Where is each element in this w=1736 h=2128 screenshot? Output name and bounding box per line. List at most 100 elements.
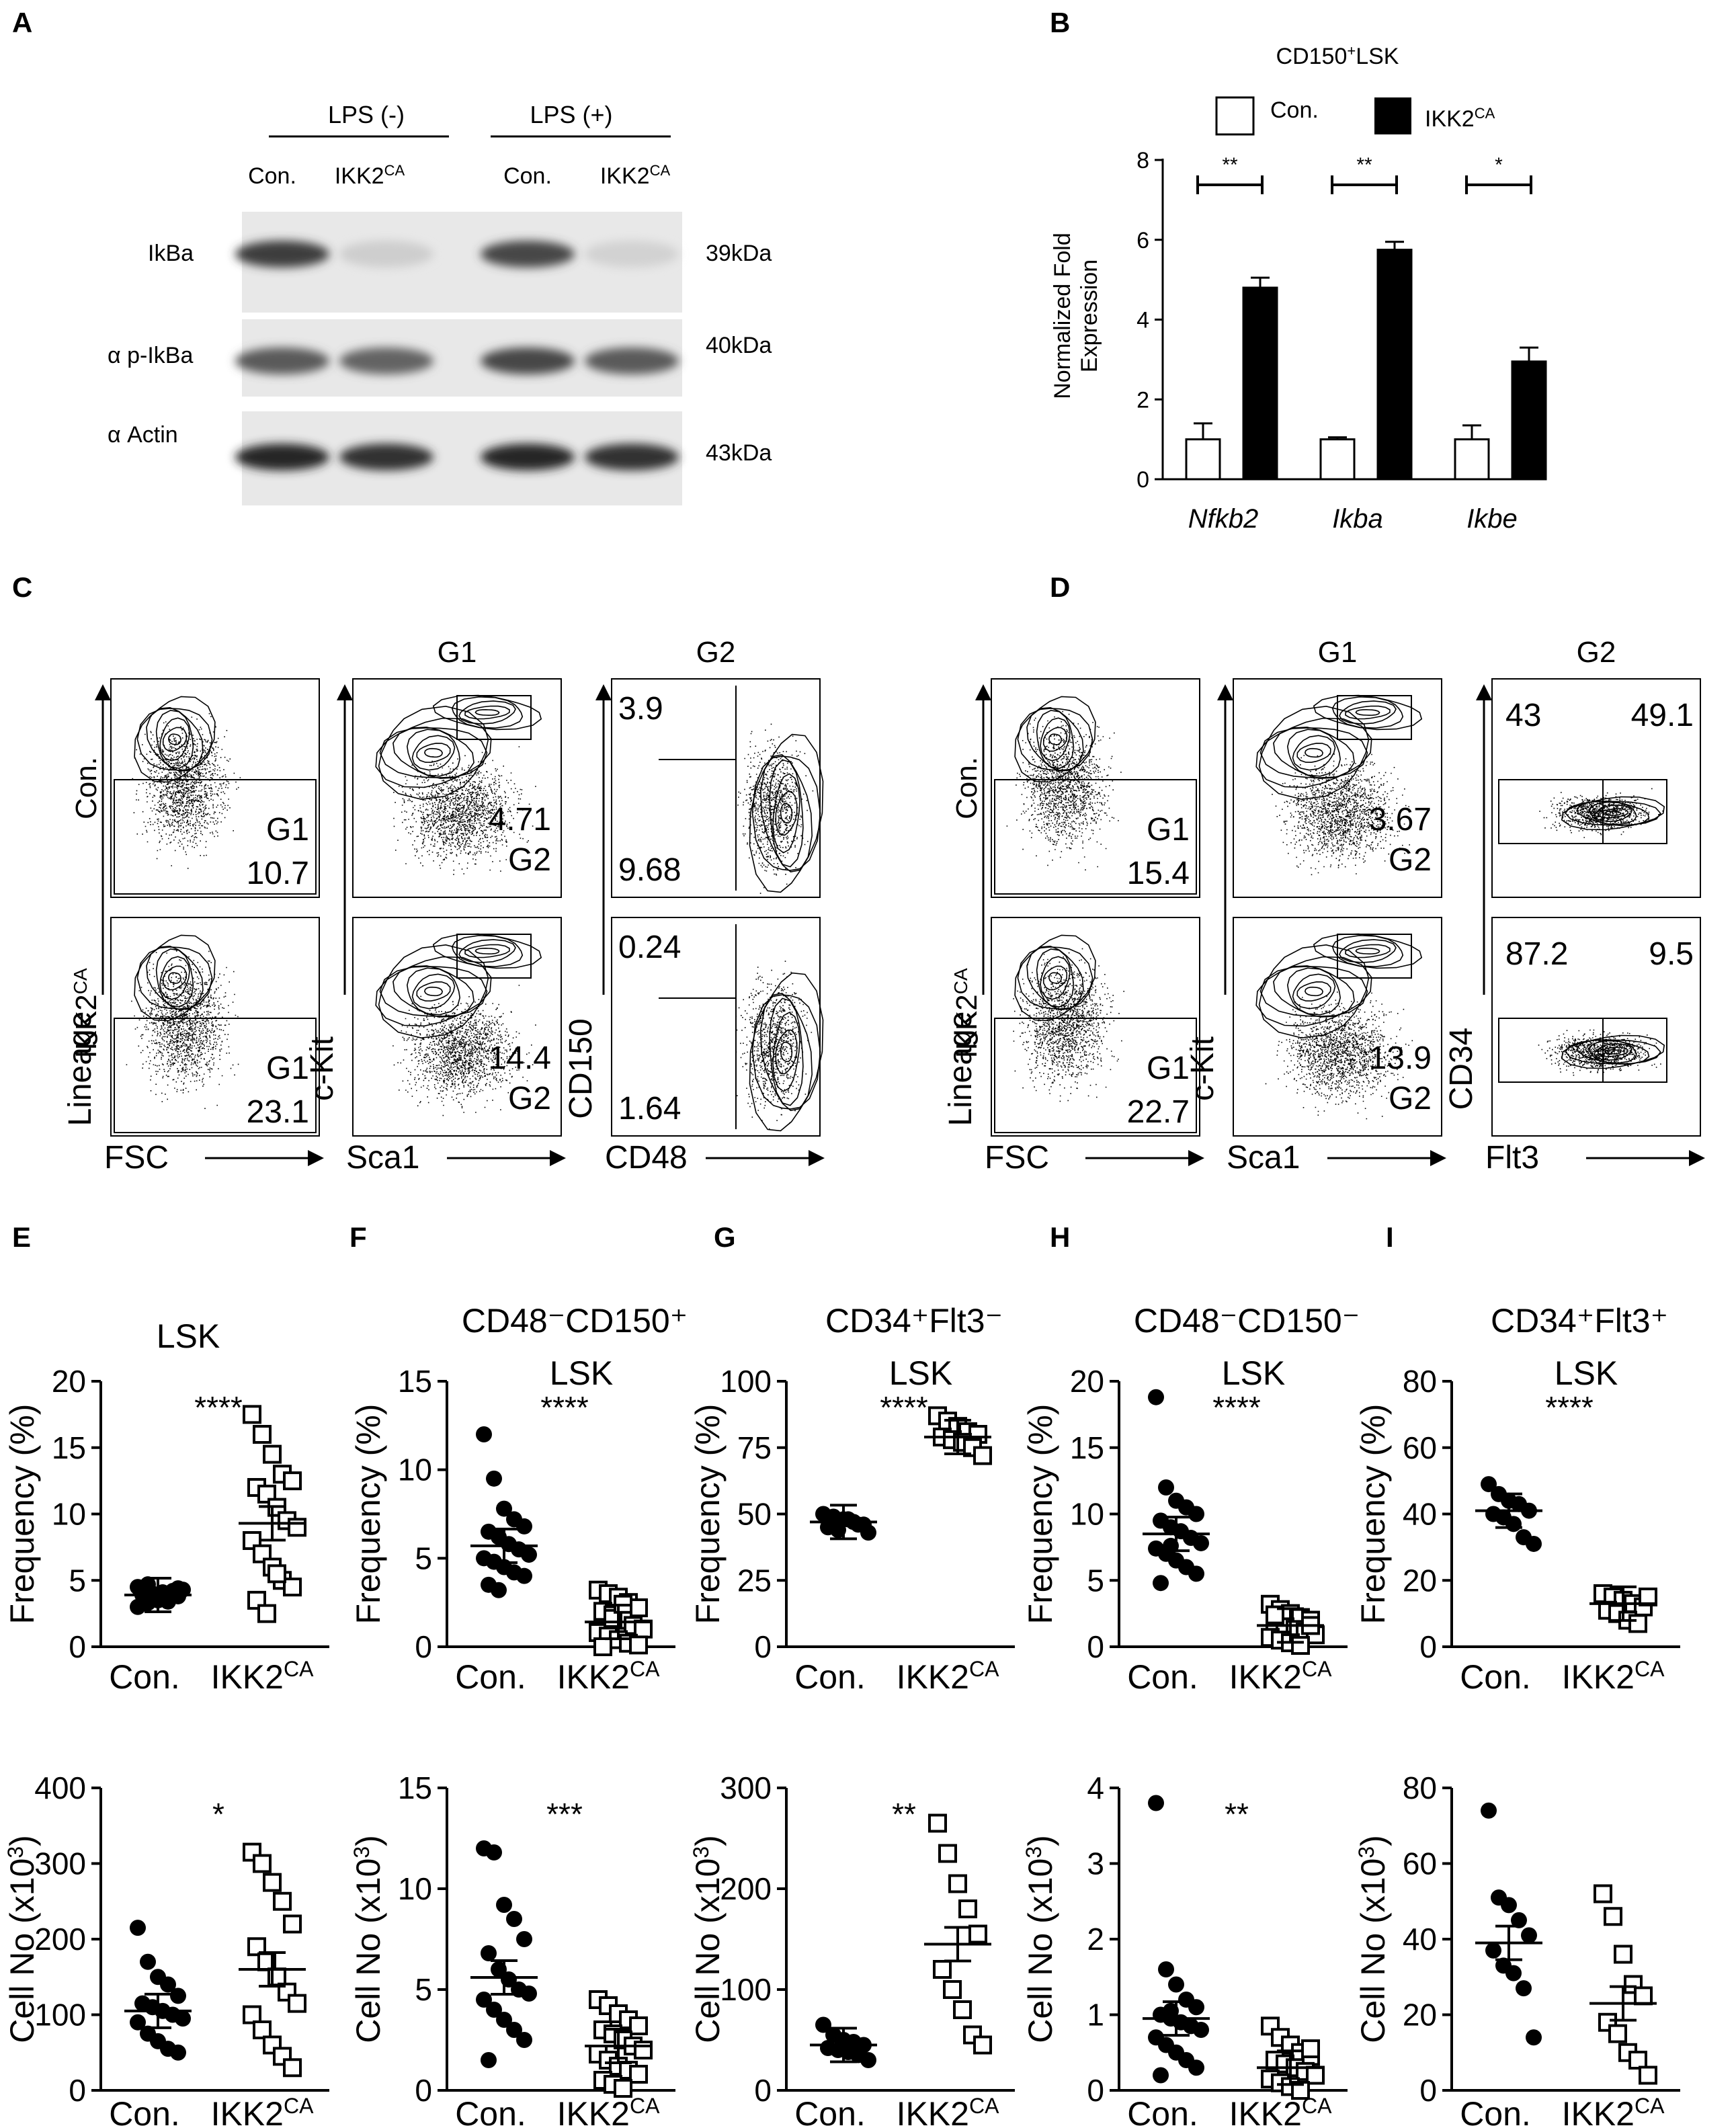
legend-label-ikk2: IKK2CA (1425, 105, 1495, 132)
dotplot-ytick-label: 5 (69, 1563, 86, 1598)
panel_c-xlabel-1: Sca1 (346, 1140, 419, 1176)
blot-band-r1-l2 (481, 347, 575, 374)
group-label-lps-minus: LPS (-) (328, 101, 405, 128)
dotplot-xlabel-ikk2: IKK2CA (897, 1657, 1000, 1696)
dotplot-xlabel-ikk2-sup: CA (1635, 1657, 1665, 1681)
dotplot-xlabel-ikk2-sup: CA (284, 1657, 314, 1681)
sig-marker: ** (1356, 154, 1372, 176)
dot-ikk2 (283, 2058, 302, 2078)
dot-con (170, 1988, 186, 2004)
dotplot-ylabel-text: Frequency (%) (349, 1404, 387, 1625)
dotplot-xlabel-ikk2: IKK2CA (211, 2094, 315, 2128)
blot-band-r0-l2 (481, 241, 575, 268)
panel-b-ylabel-1: Normalized Fold (1050, 233, 1075, 399)
panel_c-con-kit-contour (406, 729, 461, 777)
panel_c-ikk-kit-contour (375, 956, 492, 1027)
panel_d-ikk-kit-events (1265, 991, 1413, 1120)
dotplot-ylabel-text: Frequency (%) (1022, 1404, 1059, 1625)
panel_d-ikk-kit-contour (1258, 944, 1370, 1039)
lane-label-1: Con. (248, 163, 296, 189)
dotplot-ylabel-sup: 3 (1354, 1846, 1378, 1858)
panel_c-con-lin-contour (136, 708, 213, 771)
dot-ikk2 (257, 1604, 276, 1623)
panel_d-ikk-cd34-contour (1594, 1042, 1632, 1061)
panel_d-ikk-kit2-contour (1339, 939, 1397, 963)
dotplot-ytick-label: 75 (737, 1430, 772, 1465)
dot-con (1153, 1575, 1169, 1592)
dotplot-ylabel-main: Cell No (x10 (3, 1858, 41, 2043)
lane-label-4-sup: CA (650, 162, 671, 179)
panel_d-ikk-g1-name: G1 (1147, 1051, 1190, 1086)
dotplot-ylabel-sup: 3 (349, 1846, 374, 1858)
dotplot-E: LSK 0 5 10 15 20 Frequency (%) Con. IKK2CA **** (3, 1317, 329, 1696)
panel_d-row-label-ikk2-sup: CA (950, 968, 971, 994)
panel_c-ikk-cd150-contour (749, 972, 824, 1132)
dotplot-ylabel-tail: ) (1354, 1835, 1392, 1846)
panel_d-xlabel-2: Flt3 (1485, 1140, 1539, 1176)
dotplot-significance: **** (880, 1390, 928, 1425)
dot-con (486, 1470, 502, 1487)
dotplot-ylabel: Frequency (%) (1354, 1404, 1392, 1625)
dot-con (170, 1580, 186, 1597)
panel_c-con-kit-contour (379, 727, 488, 778)
dotplot-title-1: CD48⁻CD150⁺ (462, 1302, 688, 1340)
panel_d-con-cd34-contour (1594, 804, 1632, 823)
dotplot-xlabel-ikk2-main: IKK2 (897, 2095, 969, 2128)
dot-con (1193, 1534, 1209, 1551)
panel_d-con-flt-right: 49.1 (1631, 698, 1694, 733)
panel_d-xlabel-1: Sca1 (1227, 1140, 1300, 1176)
dotplot-significance: **** (1212, 1390, 1261, 1425)
legend-label-con: Con. (1270, 97, 1319, 123)
panel_c-ikk-kit2-contour (432, 933, 542, 969)
dotplot-ytick-label: 20 (1403, 1563, 1437, 1598)
dot-ikk2 (933, 1960, 952, 1979)
panel_d-ikk-gate-g2 (1337, 934, 1412, 979)
dotplot-ytick-label: 2 (1087, 1922, 1104, 1957)
dotplot-xlabel-con: Con. (1460, 2095, 1531, 2128)
panel_d-con-lin-contour (1036, 710, 1075, 769)
dot-con (1148, 1389, 1164, 1405)
panel_c-ikk-lin-contour (155, 948, 194, 1008)
dotplot-ytick-label: 10 (1070, 1497, 1104, 1532)
panel_c-ikk-lin-events (126, 950, 239, 1109)
panel_c-ikk-kit-contour (378, 944, 489, 1039)
dotplot-xlabel-ikk2-sup: CA (969, 1657, 999, 1681)
group-label-lps-plus: LPS (+) (530, 101, 612, 128)
panel_c-con-lin-contour (155, 710, 194, 769)
dotplot-E2: 0 100 200 300 400 Cell No (x103) Con. IKK2CA * (3, 1770, 329, 2128)
panel_d-con-kit-contour (1286, 729, 1341, 777)
sig-marker: ** (1222, 154, 1238, 176)
dotplot-ytick-label: 100 (34, 1998, 86, 2033)
panel_c-con-kit-contour (378, 705, 489, 801)
dot-ikk2 (283, 1914, 302, 1934)
panel_c-con-kit2-contour (464, 705, 510, 720)
dotplot-title-1: CD34⁺Flt3⁻ (825, 1302, 1003, 1340)
dot-con (1516, 1980, 1532, 1997)
panel-b-bar (1319, 438, 1356, 481)
dotplot-title-2: LSK (1222, 1354, 1286, 1392)
dot-ikk2 (958, 1899, 977, 1918)
dotplot-ytick-label: 40 (1403, 1497, 1437, 1532)
dot-con (486, 2002, 502, 2018)
dotplot-ylabel-tail: ) (1022, 1835, 1059, 1846)
panel_c-ikk-gate-g2 (456, 934, 532, 979)
dotplot-ytick-label: 3 (1087, 1846, 1104, 1881)
blot-band-r1-l0 (235, 347, 329, 374)
panel-letter-g: G (714, 1221, 736, 1253)
panel-b-xlabel: Ikbe (1466, 504, 1518, 534)
panel_c-ikk-kit-contour (411, 973, 456, 1010)
dotplot-I2: 0 20 40 60 80 Cell No (x103) Con. IKK2CA (1354, 1770, 1680, 2128)
dot-con (130, 2014, 146, 2031)
dot-ikk2 (253, 1425, 272, 1444)
panel-b-ytick-label: 8 (1136, 148, 1149, 173)
dot-ikk2 (288, 1994, 306, 2013)
dotplot-xlabel-con: Con. (794, 2095, 866, 2128)
dotplot-ylabel-sup: 3 (1022, 1846, 1046, 1858)
dot-ikk2 (1306, 2065, 1325, 2085)
dotplot-ytick-label: 80 (1403, 1770, 1437, 1805)
panel_d-con-kit-contour (1292, 735, 1336, 771)
dot-ikk2 (1628, 2051, 1647, 2070)
dotplot-ytick-label: 0 (1087, 2073, 1104, 2108)
dot-con (496, 1500, 512, 1517)
panel_c-ikk-lin-contour (159, 956, 190, 1000)
